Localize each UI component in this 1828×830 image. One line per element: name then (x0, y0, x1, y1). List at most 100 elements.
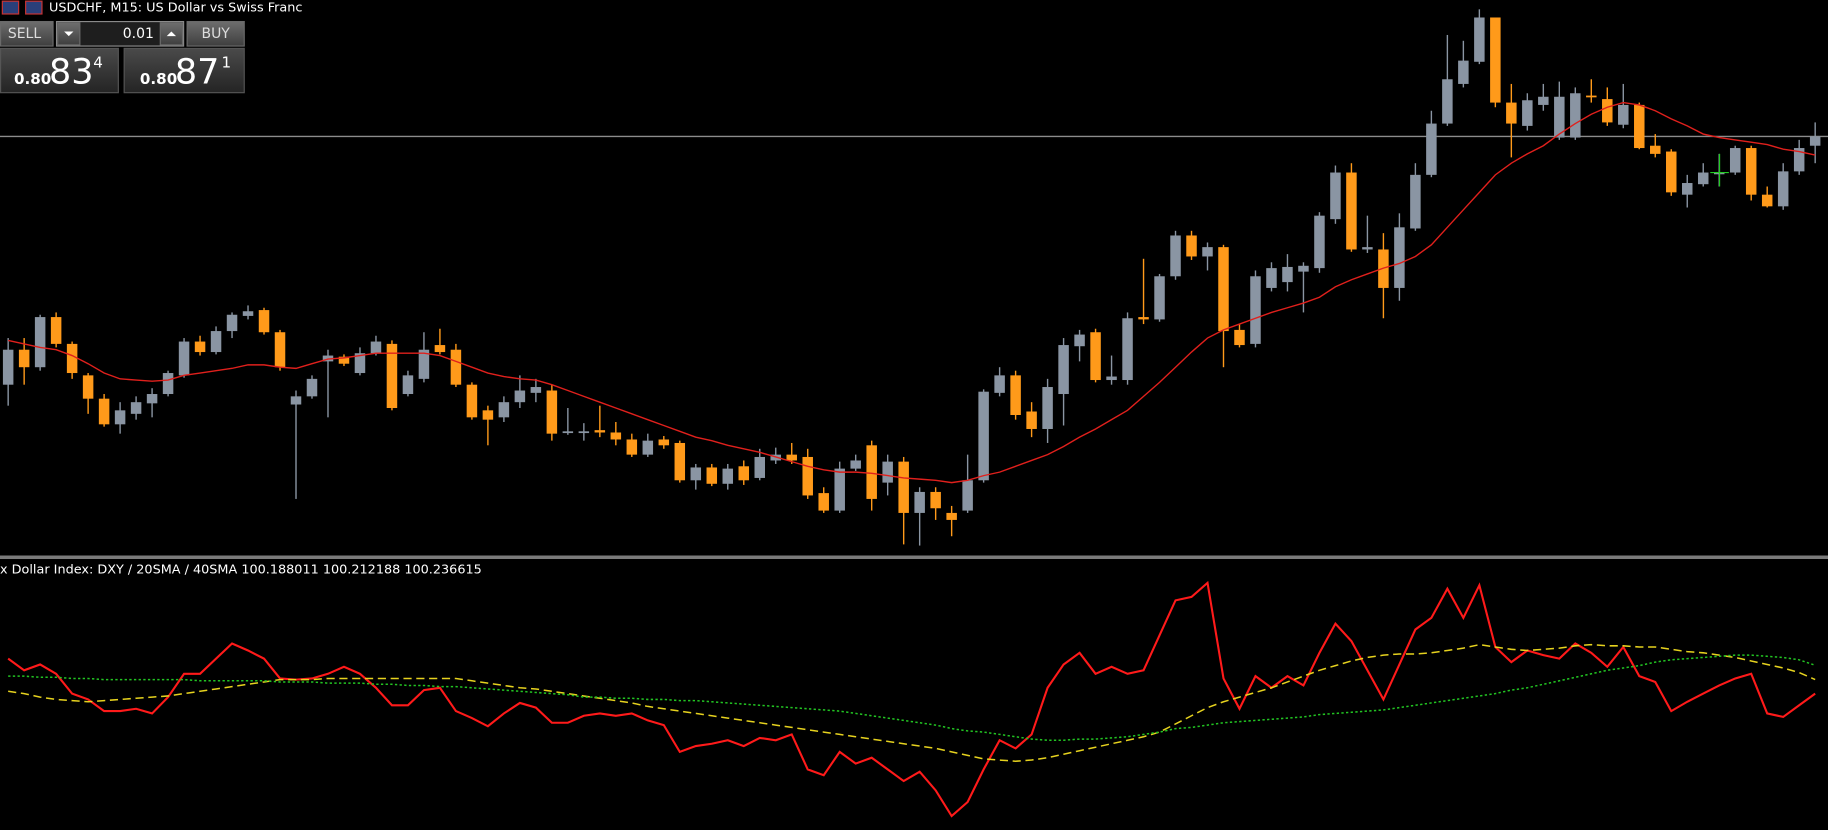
arrow-down (64, 31, 74, 37)
candle-body (1474, 17, 1485, 62)
candle-body (994, 375, 1005, 393)
candle-body (178, 341, 190, 376)
candle-body (978, 391, 989, 481)
candle-body (386, 343, 398, 409)
candle-body (50, 317, 62, 344)
candle-body (850, 460, 861, 469)
candle-body (962, 480, 973, 511)
candle-body (162, 373, 174, 395)
sell-quote[interactable] (0, 47, 119, 94)
candle-body (66, 343, 78, 374)
candle-body (786, 454, 797, 461)
candle-body (466, 384, 478, 418)
candle-body (1761, 194, 1773, 207)
candle-body (82, 375, 94, 399)
sell-quote-small: 4 (93, 53, 103, 71)
candle-body (1618, 104, 1629, 125)
candle-body (1554, 96, 1565, 138)
candle-body (1506, 102, 1517, 124)
indicator-pane (7, 580, 1816, 818)
candle-body (226, 314, 238, 332)
candle-body (338, 356, 350, 364)
candle-body (546, 390, 558, 434)
candle-body (1634, 104, 1645, 149)
candle-body (1681, 183, 1693, 195)
candle-body (146, 394, 158, 404)
candle-body (898, 461, 909, 513)
candle-body (1122, 318, 1133, 381)
one-click-trading: SELL 0.01 BUY 0.80 83 4 0.80 87 1 (0, 20, 245, 94)
lot-value[interactable]: 0.01 (123, 26, 154, 42)
candle-body (1362, 247, 1373, 250)
candle-body (1697, 172, 1709, 185)
candle-body (1330, 172, 1341, 220)
sell-label[interactable]: SELL (8, 26, 41, 42)
buy-label[interactable]: BUY (202, 26, 231, 42)
candle-body (834, 468, 845, 511)
indicator-title: x Dollar Index: DXY / 20SMA / 40SMA 100.… (0, 563, 482, 578)
candle-body (866, 445, 877, 499)
candle-body (1570, 93, 1581, 138)
sell-quote-big: 83 (49, 52, 94, 92)
candle-body (1745, 148, 1757, 195)
candle-body (1793, 148, 1805, 172)
candle-body (482, 410, 494, 420)
candle-body (1010, 375, 1021, 415)
candle-body (370, 341, 382, 354)
buy-quote-prefix: 0.80 (140, 70, 177, 88)
chart-title: USDCHF, M15: US Dollar vs Swiss Franc (49, 1, 302, 16)
buy-button[interactable] (186, 20, 245, 47)
candle-body (738, 466, 750, 481)
candle-body (1026, 411, 1037, 429)
candle-body (1490, 17, 1501, 103)
candle-body (610, 432, 622, 440)
candle-body (2, 349, 14, 385)
candle-body (1346, 172, 1357, 250)
candle-body (130, 402, 142, 414)
candle-body (498, 402, 510, 418)
candle-body (1602, 99, 1613, 123)
candle-body (114, 410, 126, 425)
sell-button[interactable] (0, 20, 54, 47)
candle-body (1538, 96, 1549, 105)
indicator-line (8, 654, 1816, 741)
candle-body (1458, 60, 1469, 84)
candle-body (594, 430, 606, 433)
candle-body (658, 439, 670, 446)
indicator-line (7, 580, 1816, 818)
candle-body (1074, 334, 1085, 347)
candle-body (1410, 174, 1421, 229)
candle-body (98, 398, 110, 425)
buy-quote-big: 87 (175, 52, 220, 92)
candle-body (514, 390, 526, 403)
candle-body (1442, 79, 1453, 124)
candle-body (1266, 268, 1277, 288)
candle-body (882, 461, 893, 483)
buy-quote[interactable] (123, 47, 245, 94)
candle-body (1138, 317, 1149, 320)
moving-average (8, 101, 1816, 484)
candle-body (434, 345, 446, 353)
candle-body (1729, 148, 1741, 173)
candle-body (242, 311, 254, 316)
candle-body (722, 468, 734, 484)
window-icon[interactable] (25, 0, 43, 15)
candle-body (578, 431, 590, 434)
candle-body (1586, 95, 1597, 98)
candle-body (1090, 332, 1101, 381)
candle-body (1666, 151, 1677, 193)
candle-body (1250, 276, 1261, 344)
candle-body (18, 349, 30, 368)
candle-body (1058, 345, 1069, 395)
candle-body (674, 442, 686, 481)
candle-body (1202, 247, 1213, 257)
window-icon[interactable] (1, 0, 20, 15)
candle-body (930, 491, 941, 509)
buy-quote-small: 1 (222, 53, 232, 71)
candle-body (1809, 136, 1821, 146)
arrow-up (166, 31, 177, 37)
candle-body (210, 331, 222, 353)
candle-body (194, 341, 206, 353)
